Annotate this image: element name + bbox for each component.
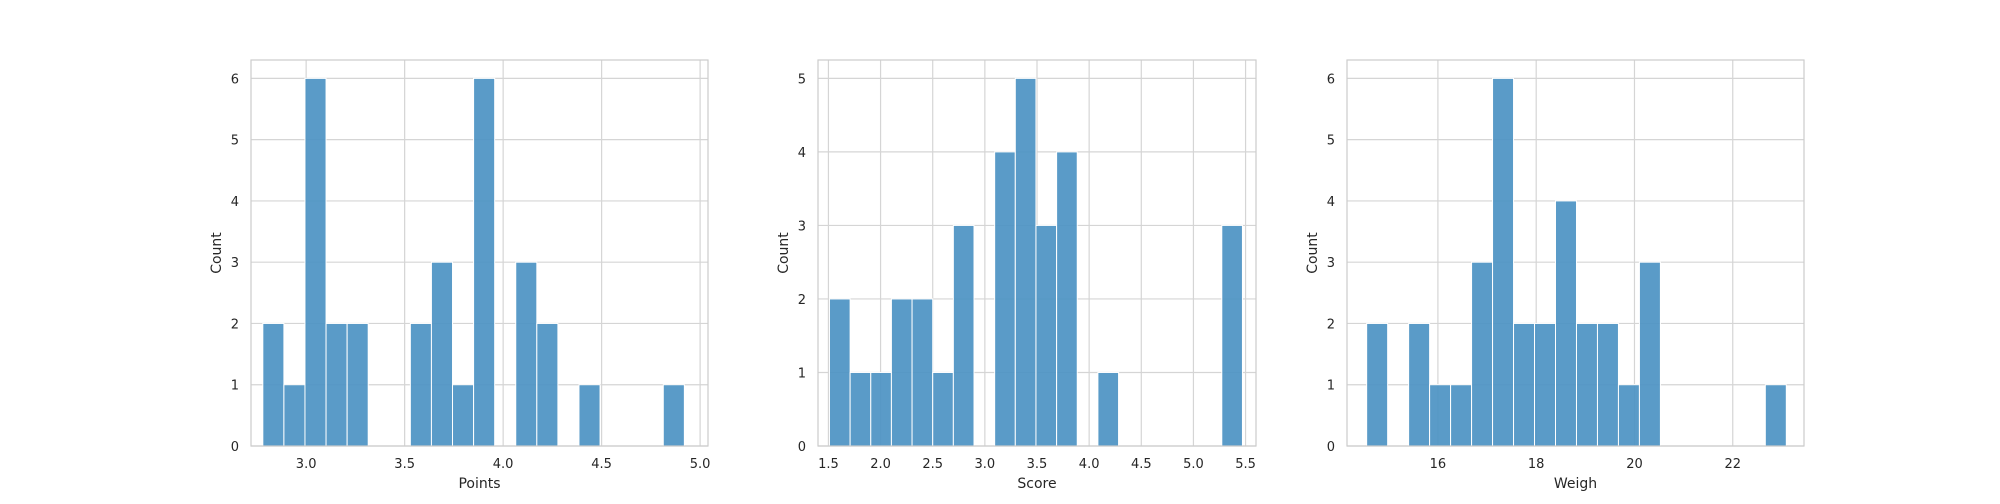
plot-frame: [1346, 59, 1805, 447]
histogram-bar: [262, 322, 285, 447]
y-tick-label: 0: [1327, 440, 1335, 455]
x-axis-label: Points: [458, 476, 500, 492]
histogram-bar: [662, 384, 685, 447]
histogram-bar: [325, 322, 348, 447]
histogram-bar: [1471, 261, 1494, 447]
histogram-bar: [430, 261, 454, 447]
x-tick-label: 4.0: [493, 457, 514, 472]
x-tick-label: 3.0: [296, 457, 317, 472]
y-tick-label: 0: [231, 440, 239, 455]
histogram-bar: [1638, 261, 1661, 447]
x-tick-label: 16: [1430, 457, 1447, 472]
histogram-bar: [1035, 224, 1058, 447]
y-axis-label: Count: [1305, 232, 1321, 274]
histogram-bar: [1617, 384, 1640, 447]
y-tick-label: 3: [1327, 256, 1335, 271]
histogram-bar: [1097, 371, 1120, 447]
plot-frame: [250, 59, 709, 447]
histogram-bar: [1429, 384, 1452, 447]
histogram-bar: [1764, 384, 1787, 447]
y-tick-label: 4: [798, 146, 806, 161]
y-tick-label: 5: [231, 134, 239, 149]
y-tick-label: 1: [231, 379, 239, 394]
x-tick-label: 18: [1528, 457, 1545, 472]
y-tick-label: 5: [1327, 134, 1335, 149]
histogram-bar: [1221, 224, 1243, 447]
histogram-bar: [452, 384, 475, 447]
chart-panel-3: 0 1 2 3 4 5 6 16 18 20 22 Weigh Count: [1305, 59, 1805, 492]
histogram-bar: [283, 384, 306, 447]
histogram-bar: [1534, 322, 1557, 447]
histogram-bar: [1492, 77, 1515, 447]
x-tick-label: 5.0: [1183, 457, 1204, 472]
x-tick-label: 3.5: [394, 457, 415, 472]
histogram-bar: [870, 371, 892, 447]
histogram-bar: [849, 371, 872, 447]
histogram-bar: [932, 371, 954, 447]
histogram-bar: [952, 224, 975, 447]
histogram-bar: [1056, 151, 1078, 447]
y-tick-label: 4: [231, 195, 239, 210]
y-tick-label: 1: [798, 366, 806, 381]
y-tick-label: 1: [1327, 379, 1335, 394]
chart-panel-1: 0 1 2 3 4 5 6 3.0 3.5 4.0 4.5 5.0 Points Count: [209, 59, 711, 492]
histogram-bar: [828, 298, 851, 447]
y-tick-label: 3: [231, 256, 239, 271]
histogram-bar: [1555, 200, 1577, 447]
y-axis-label: Count: [776, 232, 792, 274]
x-tick-label: 5.5: [1235, 457, 1256, 472]
x-tick-label: 3.0: [975, 457, 996, 472]
y-tick-label: 4: [1327, 195, 1335, 210]
x-tick-label: 2.0: [870, 457, 891, 472]
y-tick-label: 6: [231, 72, 239, 87]
x-tick-label: 4.5: [591, 457, 612, 472]
x-tick-label: 4.5: [1131, 457, 1152, 472]
histogram-bar: [515, 261, 538, 447]
x-tick-label: 22: [1724, 457, 1741, 472]
histogram-bar: [304, 77, 327, 447]
y-tick-label: 5: [798, 72, 806, 87]
histogram-bar: [890, 298, 913, 447]
y-axis-label: Count: [209, 232, 225, 274]
y-tick-label: 2: [798, 293, 806, 308]
plot-frame: [817, 59, 1257, 447]
histogram-bar: [1366, 322, 1389, 447]
x-tick-label: 20: [1626, 457, 1643, 472]
chart-panel-2: 0 1 2 3 4 5 1.5 2.0 2.5 3.0 3.5 4.0 4.5 5.0 5.5 Score Co…: [776, 59, 1257, 492]
histogram-bar: [1408, 322, 1431, 447]
histogram-bar: [1596, 322, 1619, 447]
histogram-bar: [346, 322, 369, 447]
x-tick-label: 5.0: [690, 457, 711, 472]
histogram-bar: [911, 298, 934, 447]
y-tick-label: 0: [798, 440, 806, 455]
histogram-bar: [1575, 322, 1598, 447]
y-tick-label: 2: [231, 317, 239, 332]
x-tick-label: 2.5: [922, 457, 943, 472]
histogram-bar: [409, 322, 432, 447]
y-tick-label: 3: [798, 219, 806, 234]
histogram-bar: [536, 322, 559, 447]
y-tick-label: 2: [1327, 317, 1335, 332]
y-tick-label: 6: [1327, 72, 1335, 87]
x-tick-label: 3.5: [1027, 457, 1048, 472]
histogram-bar: [578, 384, 601, 447]
x-axis-label: Weigh: [1554, 476, 1597, 492]
x-tick-label: 1.5: [818, 457, 839, 472]
histogram-bar: [473, 77, 496, 447]
x-tick-label: 4.0: [1079, 457, 1100, 472]
histogram-bar: [1513, 322, 1536, 447]
x-axis-label: Score: [1017, 476, 1056, 492]
histogram-bar: [1450, 384, 1473, 447]
histogram-bar: [1014, 77, 1037, 447]
histogram-bar: [994, 151, 1016, 447]
